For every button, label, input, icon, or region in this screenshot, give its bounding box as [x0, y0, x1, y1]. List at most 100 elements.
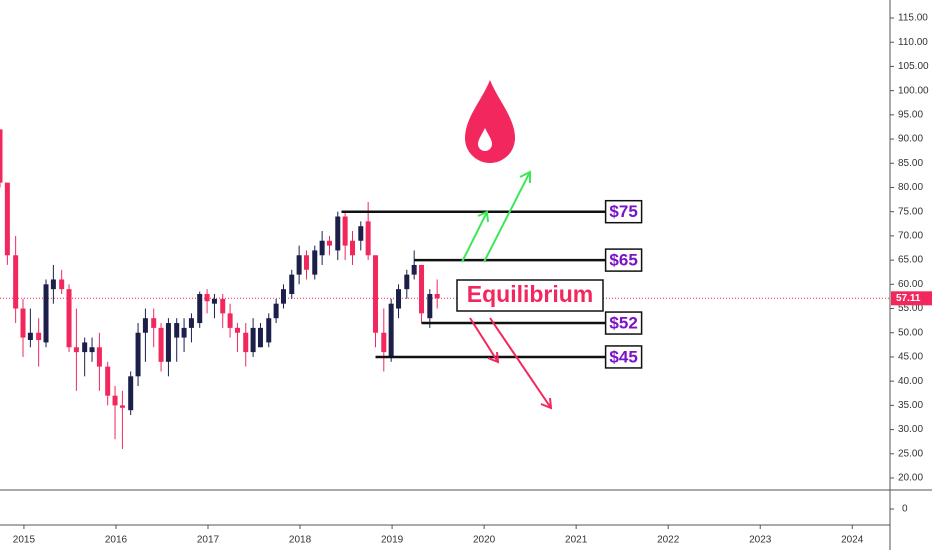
candle-body [266, 318, 272, 343]
candle-body [250, 327, 256, 353]
candle-body [0, 129, 3, 183]
last-price-label: 57.11 [896, 293, 921, 304]
level-box [604, 248, 643, 272]
candle-body [188, 318, 194, 328]
level-box [604, 311, 643, 335]
level-box [604, 345, 643, 369]
y-tick-label: 35.00 [898, 400, 923, 411]
x-tick-label: 2023 [749, 535, 772, 546]
candle-body [197, 294, 203, 324]
candle-body [227, 313, 233, 328]
level-label: $75 [609, 202, 637, 221]
candle-body [59, 279, 65, 290]
level-box [604, 199, 643, 224]
candle-body [96, 347, 102, 367]
candle-body [404, 274, 410, 290]
y-tick-label: 65.00 [898, 255, 923, 266]
candle-body [326, 240, 332, 246]
candle-body [135, 332, 141, 377]
level-label: $45 [609, 347, 637, 366]
candle-body [434, 294, 440, 299]
x-tick-label: 2024 [841, 535, 864, 546]
level-label: $65 [609, 251, 637, 270]
x-tick-label: 2021 [565, 535, 588, 546]
candle-body [342, 216, 348, 246]
level-label: $52 [609, 314, 637, 333]
y-tick-label: 45.00 [898, 352, 923, 363]
candle-body [381, 332, 387, 353]
candle-body [4, 182, 10, 256]
candle-body [73, 347, 79, 353]
candle-body [105, 366, 111, 396]
candle-body [20, 308, 26, 338]
y-tick-label: 50.00 [898, 327, 923, 338]
equilibrium-box [456, 279, 604, 312]
candle-body [365, 221, 371, 256]
y-tick-label: 55.00 [898, 303, 923, 314]
candle-body [174, 323, 180, 338]
y-tick-label: 115.00 [898, 13, 928, 24]
candle-body [82, 342, 88, 353]
x-tick-label: 2016 [105, 535, 128, 546]
arrow [483, 170, 531, 263]
y-tick-label: 90.00 [898, 134, 923, 145]
y-tick-label: 95.00 [898, 109, 923, 120]
candle-body [50, 279, 56, 290]
y-tick-label: 100.00 [898, 85, 929, 96]
candle-body [296, 255, 302, 275]
candle-body [319, 240, 325, 256]
plot: 20.00 25.00 30.00 35.00 40.00 45.00 50.00 55.00… [0, 13, 929, 546]
x-tick-label: 2022 [657, 535, 680, 546]
candle-body [220, 298, 226, 314]
y-tick-label: 70.00 [898, 231, 923, 242]
arrow [461, 210, 489, 263]
candle-body [411, 264, 417, 275]
candle-body [158, 327, 164, 362]
y-tick-label: 25.00 [898, 448, 923, 459]
x-tick-label: 2015 [13, 535, 36, 546]
candle-body [358, 226, 364, 241]
y-tick-label: 0 [902, 504, 908, 515]
x-tick-label: 2017 [197, 535, 220, 546]
candle-body [350, 240, 356, 256]
drop-icon [465, 80, 515, 163]
y-tick-label: 85.00 [898, 158, 923, 169]
y-tick-label: 105.00 [898, 61, 929, 72]
candle-body [243, 332, 249, 353]
x-tick-label: 2020 [473, 535, 496, 546]
candle-body [119, 405, 125, 408]
candle-body [142, 318, 148, 333]
candle-body [396, 289, 402, 309]
candle-body [280, 289, 286, 304]
up-arrows [461, 170, 531, 263]
candle-body [43, 284, 49, 343]
candle-body [427, 294, 433, 319]
x-tick-label: 2019 [381, 535, 404, 546]
down-arrows [469, 317, 553, 410]
candle-body [257, 327, 263, 348]
candle-body [89, 347, 95, 353]
candle-body [151, 318, 157, 328]
candle-body [165, 323, 171, 362]
y-tick-label: 75.00 [898, 206, 923, 217]
x-tick-label: 2018 [289, 535, 312, 546]
last-price-badge [891, 291, 932, 306]
equilibrium-label: Equilibrium [467, 281, 594, 307]
candle-body [335, 216, 341, 251]
candle-body [303, 255, 309, 270]
candle-body [204, 294, 210, 302]
candle-body [211, 298, 217, 304]
arrow [469, 317, 500, 364]
candle-body [312, 250, 318, 275]
candle-body [128, 376, 134, 411]
arrow [489, 317, 553, 410]
candle-body [373, 255, 379, 333]
candle-body [234, 327, 240, 333]
candle-body [289, 274, 295, 294]
y-tick-label: 20.00 [898, 473, 923, 484]
drop-icon-highlight [478, 128, 492, 151]
candle-body [36, 332, 42, 340]
candle-body [273, 303, 279, 319]
